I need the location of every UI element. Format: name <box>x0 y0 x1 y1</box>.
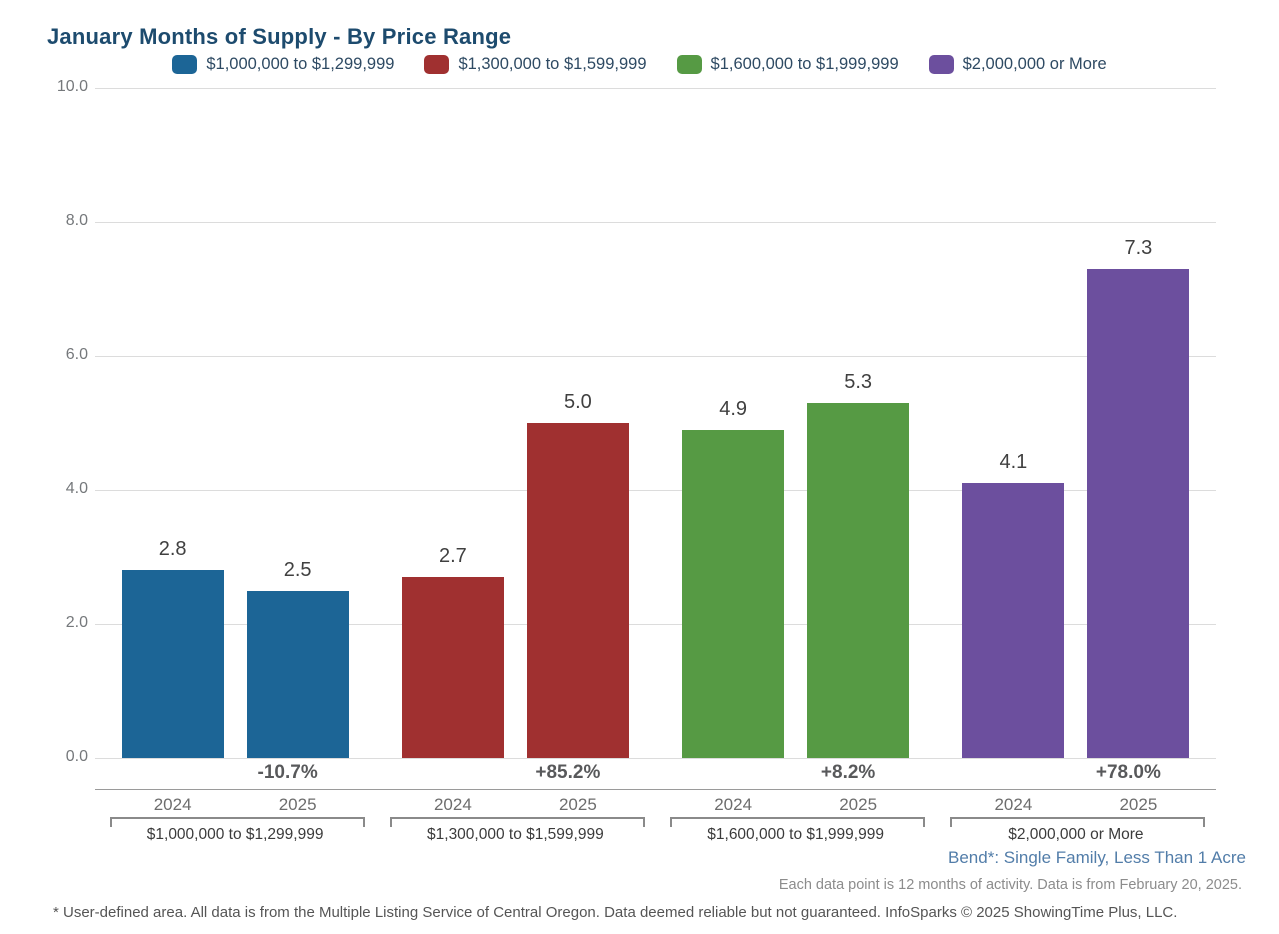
data-note: Each data point is 12 months of activity… <box>778 877 1242 893</box>
group-bracket <box>670 817 926 827</box>
bar-value-label: 2.7 <box>438 545 467 568</box>
bar[interactable] <box>246 590 349 758</box>
year-label: 2025 <box>278 795 317 814</box>
disclaimer-note: * User-defined area. All data is from th… <box>53 904 1178 921</box>
legend-item-label: $2,000,000 or More <box>962 55 1107 73</box>
bar[interactable] <box>962 483 1065 758</box>
year-label: 2025 <box>839 795 878 814</box>
y-tick-label: 2.0 <box>65 614 88 631</box>
legend-swatch-icon <box>928 55 954 74</box>
y-tick-label: 6.0 <box>65 346 88 363</box>
y-tick-label: 10.0 <box>56 78 88 95</box>
axis-separator-line <box>95 789 1216 790</box>
year-label: 2024 <box>153 795 192 814</box>
legend-item-label: $1,000,000 to $1,299,999 <box>206 55 395 73</box>
group-bracket <box>109 817 365 827</box>
legend-swatch-icon <box>172 55 198 74</box>
percent-change-label: +8.2% <box>820 762 876 783</box>
legend-item-label: $1,300,000 to $1,599,999 <box>458 55 647 73</box>
legend-item-4[interactable]: $2,000,000 or More <box>928 55 1107 74</box>
bar-value-label: 5.0 <box>563 391 592 413</box>
bar-value-label: 4.1 <box>999 451 1028 474</box>
bar[interactable] <box>807 402 910 758</box>
year-label: 2024 <box>714 795 753 814</box>
gridline <box>95 356 1216 357</box>
bar-value-label: 5.3 <box>844 370 873 393</box>
group-label: $1,000,000 to $1,299,999 <box>146 826 324 843</box>
group-label: $1,600,000 to $1,999,999 <box>707 826 884 843</box>
gridline <box>95 490 1216 491</box>
percent-change-label: +78.0% <box>1095 762 1161 783</box>
bar[interactable] <box>121 570 224 758</box>
bar[interactable] <box>682 429 785 758</box>
chart-title: January Months of Supply - By Price Rang… <box>47 24 512 49</box>
gridline <box>95 222 1216 223</box>
group-bracket <box>950 817 1206 827</box>
y-tick-label: 0.0 <box>65 748 88 765</box>
gridline <box>95 624 1216 625</box>
bar-value-label: 2.8 <box>158 538 187 561</box>
bar[interactable] <box>401 577 504 758</box>
legend-swatch-icon <box>676 55 702 74</box>
bar-value-label: 4.9 <box>719 397 748 420</box>
bar-value-label: 2.5 <box>283 558 312 581</box>
legend-item-1[interactable]: $1,000,000 to $1,299,999 <box>172 55 394 74</box>
chart-legend: $1,000,000 to $1,299,999 $1,300,000 to $1… <box>0 55 1279 74</box>
legend-item-label: $1,600,000 to $1,999,999 <box>710 55 899 73</box>
legend-item-2[interactable]: $1,300,000 to $1,599,999 <box>424 55 647 74</box>
gridline <box>95 88 1216 89</box>
y-tick-label: 8.0 <box>65 212 88 229</box>
group-label: $2,000,000 or More <box>1008 826 1144 843</box>
year-label: 2025 <box>1119 795 1158 814</box>
area-note: Bend*: Single Family, Less Than 1 Acre <box>948 848 1246 867</box>
percent-change-label: +85.2% <box>535 762 601 783</box>
group-label: $1,300,000 to $1,599,999 <box>427 826 604 843</box>
year-label: 2025 <box>558 795 597 814</box>
legend-item-3[interactable]: $1,600,000 to $1,999,999 <box>676 55 899 74</box>
bar-value-label: 7.3 <box>1124 236 1153 259</box>
legend-swatch-icon <box>424 55 450 74</box>
year-label: 2024 <box>994 795 1033 814</box>
percent-change-label: -10.7% <box>257 762 318 783</box>
gridline <box>95 758 1216 759</box>
bar[interactable] <box>526 423 629 758</box>
year-label: 2024 <box>433 795 472 814</box>
y-tick-label: 4.0 <box>65 480 88 497</box>
group-bracket <box>389 817 645 827</box>
bar[interactable] <box>1087 268 1190 758</box>
